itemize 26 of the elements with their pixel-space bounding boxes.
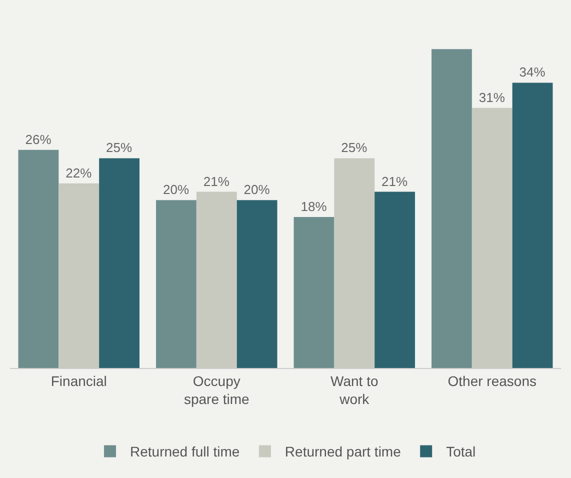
bar	[512, 82, 553, 368]
bar	[236, 200, 278, 368]
data-label: 31%	[478, 90, 506, 105]
x-tick-label: Want to work	[330, 372, 378, 407]
data-label: 20%	[244, 182, 270, 198]
legend-label: Total	[446, 444, 476, 460]
data-label: 25%	[341, 140, 368, 156]
bar	[294, 216, 334, 368]
bar	[18, 150, 59, 368]
x-tick-label: Financial	[50, 372, 107, 389]
bar	[99, 158, 140, 368]
bar	[432, 49, 472, 368]
data-label: 25%	[106, 140, 133, 156]
data-label: 21%	[203, 174, 230, 189]
data-label: 34%	[519, 64, 546, 80]
data-label: 21%	[382, 174, 408, 189]
x-tick-label: Other reasons	[448, 372, 536, 389]
data-label: 20%	[162, 182, 190, 198]
x-tick-label: Occupy spare time	[184, 372, 250, 407]
data-label: 18%	[300, 198, 328, 214]
bar	[374, 192, 415, 368]
legend-label: Returned full time	[130, 444, 240, 460]
data-label: 22%	[66, 165, 92, 180]
data-label: 26%	[25, 132, 52, 147]
legend-label: Returned part time	[284, 444, 402, 460]
bar	[156, 200, 196, 368]
